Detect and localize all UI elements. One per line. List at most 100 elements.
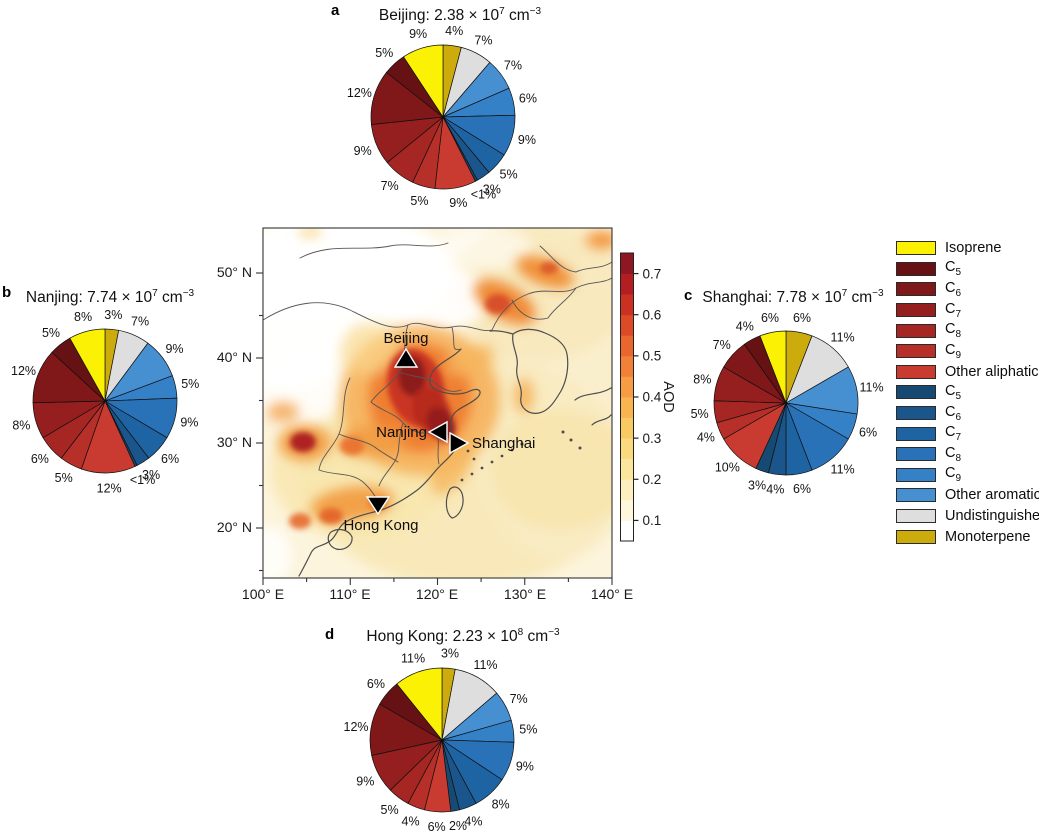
legend-item: Other aromatic [896, 485, 1039, 506]
pie-title-nanjing: Nanjing: 7.74 × 107 cm−3 [0, 288, 260, 307]
pie-c-percent-label: 3% [748, 478, 766, 492]
y-tick-label: 20° N [217, 519, 252, 535]
panel-letter-d: d [325, 626, 335, 643]
legend-swatch [896, 426, 936, 441]
pie-title-text: Nanjing: 7.74 × 10 [25, 289, 153, 307]
pie-c-slice-isoprene [759, 330, 787, 404]
pie-title-hongkong: Hong Kong: 2.23 × 108 cm−3 [313, 627, 613, 646]
pie-b-percent-label: 12% [11, 364, 36, 378]
legend-item: C8 [896, 444, 1039, 465]
pie-chart-nanjing: 3% 7%9%5%9%6%3%<1%12%5%6%8%12%5%8% [11, 308, 199, 496]
colorbar-axis-label: AOD [660, 381, 676, 412]
pie-a-percent-label: 12% [347, 86, 372, 100]
pie-b-percent-label: <1% [130, 473, 155, 487]
pie-d-percent-label: 6% [428, 820, 446, 833]
pie-d-percent-label: 3% [441, 647, 459, 661]
unit-exponent: −3 [182, 288, 195, 299]
legend-label: C6 [945, 403, 962, 423]
colorbar-tick-label: 0.5 [643, 349, 662, 364]
pie-b-percent-label: 5% [55, 471, 73, 485]
pie-d-percent-label: 4% [464, 815, 482, 829]
pie-d-slice-isoprene [396, 667, 443, 741]
pie-d-percent-label: 6% [367, 677, 385, 691]
x-tick-label: 110° E [329, 586, 370, 602]
pie-a-percent-label: 9% [518, 133, 536, 147]
pie-b-percent-label: 7% [131, 315, 149, 329]
pie-c-percent-label: 10% [715, 461, 740, 475]
city-markers [365, 347, 470, 516]
pie-chart-beijing: 4%7%7%6%9%5%3%<1%9%5%7%9%12%5%9% [347, 24, 537, 210]
colorbar-segment [620, 376, 634, 398]
legend-label: C7 [945, 300, 962, 320]
colorbar-tick-label: 0.6 [643, 307, 662, 322]
exponent: 7 [499, 6, 505, 17]
pie-a-percent-label: 9% [449, 196, 467, 210]
aod-map-panel: 100° E 110° E 120° E 130° E 140° E 50° N… [217, 227, 676, 602]
legend-item: C6 [896, 279, 1039, 300]
legend-swatch [896, 303, 936, 318]
legend-swatch [896, 241, 936, 256]
colorbar-segment [620, 397, 634, 418]
y-tick-label: 50° N [217, 264, 252, 280]
colorbar-segment [620, 273, 634, 295]
unit: cm [847, 289, 873, 307]
coastline [298, 328, 612, 577]
pie-c-percent-label: 11% [859, 380, 883, 394]
pie-d-percent-label: 12% [344, 720, 369, 734]
pie-b-percent-label: 5% [181, 377, 199, 391]
pie-d-percent-label: 2% [449, 819, 467, 833]
panel-letter-a: a [331, 2, 340, 19]
colorbar-segment [620, 253, 634, 274]
legend-swatch [896, 364, 936, 379]
legend-item: C8 [896, 320, 1039, 341]
pie-b-percent-label: 9% [180, 416, 198, 430]
legend-label: C5 [945, 259, 962, 279]
colorbar-segment [620, 294, 634, 316]
pie-a-percent-label: 9% [354, 144, 372, 158]
colorbar-segment [620, 314, 634, 336]
pie-a-percent-label: 5% [375, 46, 393, 60]
city-label-shanghai: Shanghai [472, 435, 535, 452]
pie-c-percent-label: 6% [761, 311, 779, 325]
exponent: 7 [152, 288, 158, 299]
city-label-nanjing: Nanjing [376, 424, 427, 441]
pie-c-percent-label: 4% [736, 320, 754, 334]
unit: cm [157, 289, 183, 307]
pie-d-percent-label: 9% [356, 775, 374, 789]
colorbar-tick-label: 0.7 [643, 266, 662, 281]
pie-c-percent-label: 7% [713, 338, 731, 352]
pie-d-percent-label: 11% [473, 658, 497, 672]
pie-c-percent-label: 6% [859, 425, 877, 439]
legend-swatch [896, 282, 936, 297]
pie-d-percent-label: 4% [402, 815, 420, 829]
pie-a-percent-label: 5% [500, 168, 518, 182]
colorbar-tick-label: 0.4 [643, 390, 662, 405]
pie-c-percent-label: 11% [831, 462, 855, 476]
legend-item: Undistinguished [896, 506, 1039, 527]
legend-item: C6 [896, 403, 1039, 424]
legend-item: C7 [896, 300, 1039, 321]
pie-a-percent-label: <1% [471, 187, 496, 201]
pie-c-percent-label: 11% [831, 330, 855, 344]
pie-a-percent-label: 4% [445, 24, 463, 38]
pie-a-percent-label: 3% [483, 182, 501, 196]
pie-c-percent-label: 5% [691, 407, 709, 421]
y-tick-label: 30° N [217, 434, 252, 450]
y-tick-label: 40° N [217, 349, 252, 365]
legend: Isoprene C5 C6 C7 C8 C9 Other aliphatic C5 C6 C7 C… [896, 238, 1039, 547]
x-tick-label: 100° E [242, 586, 284, 602]
colorbar-segment [620, 335, 634, 357]
panel-letter-b: b [2, 284, 12, 301]
pie-title-text: Beijing: 2.38 × 10 [378, 7, 500, 25]
pie-b-percent-label: 9% [165, 342, 183, 356]
pie-title-text: Shanghai: 7.78 × 10 [702, 289, 842, 307]
pie-d-percent-label: 9% [516, 760, 534, 774]
aod-heatmap [263, 228, 612, 578]
legend-label: Other aromatic [945, 487, 1039, 504]
pie-c-percent-label: 4% [766, 483, 784, 497]
pie-d-percent-label: 8% [492, 798, 510, 812]
legend-label: Isoprene [945, 240, 1002, 257]
pie-a-percent-label: 7% [504, 59, 522, 73]
x-tick-label: 130° E [504, 586, 546, 602]
legend-label: Undistinguished [945, 508, 1039, 525]
